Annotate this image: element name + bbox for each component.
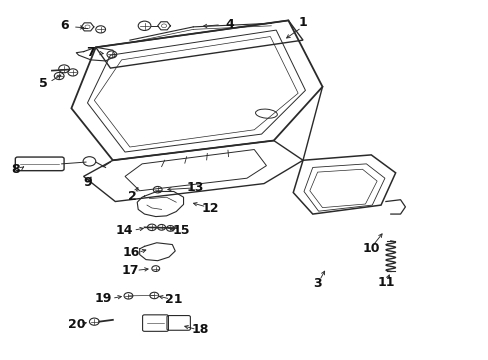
- Text: 19: 19: [94, 292, 112, 305]
- Text: 8: 8: [11, 163, 20, 176]
- Text: 16: 16: [122, 246, 140, 259]
- Text: 9: 9: [83, 176, 92, 189]
- Text: 5: 5: [39, 77, 48, 90]
- Text: 6: 6: [60, 19, 68, 32]
- Text: 18: 18: [191, 323, 209, 336]
- Text: 12: 12: [201, 202, 219, 215]
- Text: 3: 3: [313, 278, 321, 291]
- Text: 7: 7: [86, 46, 95, 59]
- Text: 11: 11: [376, 276, 394, 289]
- Text: 14: 14: [115, 224, 133, 237]
- Text: 15: 15: [172, 224, 189, 237]
- Text: 2: 2: [128, 190, 137, 203]
- Text: 1: 1: [298, 16, 307, 29]
- Text: 17: 17: [121, 264, 139, 277]
- Text: 20: 20: [67, 318, 85, 331]
- Text: 4: 4: [225, 18, 234, 31]
- Text: 13: 13: [187, 181, 204, 194]
- Text: 21: 21: [165, 293, 182, 306]
- Text: 10: 10: [362, 242, 379, 255]
